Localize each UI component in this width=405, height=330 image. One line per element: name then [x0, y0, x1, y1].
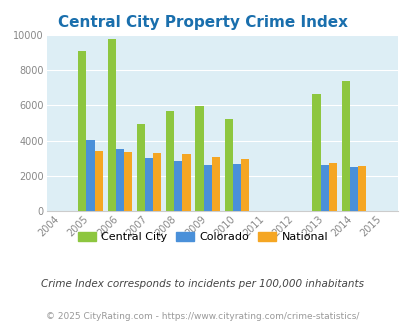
Bar [320, 165, 328, 211]
Bar [195, 106, 203, 211]
Bar [182, 154, 190, 211]
Bar [86, 140, 94, 211]
Bar [312, 94, 320, 211]
Bar [78, 50, 86, 211]
Bar [94, 151, 102, 211]
Bar [224, 119, 232, 211]
Bar [341, 81, 349, 211]
Bar [166, 111, 174, 211]
Bar [124, 151, 132, 211]
Bar [136, 124, 145, 211]
Bar [328, 163, 336, 211]
Bar [107, 39, 115, 211]
Bar [203, 165, 211, 211]
Legend: Central City, Colorado, National: Central City, Colorado, National [73, 228, 332, 247]
Bar [145, 158, 153, 211]
Bar [241, 159, 249, 211]
Bar [153, 153, 161, 211]
Bar [174, 161, 182, 211]
Text: Crime Index corresponds to incidents per 100,000 inhabitants: Crime Index corresponds to incidents per… [41, 279, 364, 289]
Bar [211, 157, 220, 211]
Bar [349, 167, 357, 211]
Bar [232, 164, 241, 211]
Bar [115, 149, 124, 211]
Text: © 2025 CityRating.com - https://www.cityrating.com/crime-statistics/: © 2025 CityRating.com - https://www.city… [46, 312, 359, 321]
Text: Central City Property Crime Index: Central City Property Crime Index [58, 15, 347, 30]
Bar [357, 166, 365, 211]
